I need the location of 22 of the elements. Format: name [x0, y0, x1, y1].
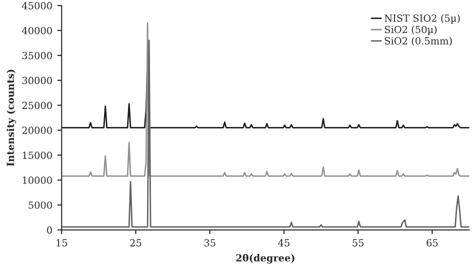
y-tick-label: 40000: [22, 26, 52, 34]
y-tick-label: 20000: [22, 126, 52, 134]
legend-label: SiO2 (0.5mm): [384, 36, 452, 46]
x-axis-title: 2θ(degree): [236, 254, 294, 264]
x-tick-label: 55: [352, 239, 364, 246]
line-series: [62, 22, 470, 177]
x-tick-label: 25: [130, 239, 142, 246]
legend-label: NIST SIO2 (5µ): [384, 14, 460, 24]
y-tick-label: 0: [47, 226, 52, 234]
x-tick-label: 65: [426, 239, 438, 246]
y-axis-title: Intensity (counts): [6, 70, 16, 166]
x-tick-label: 15: [56, 239, 68, 246]
y-tick-label: 5000: [28, 201, 52, 209]
x-tick-label: 35: [204, 239, 216, 246]
x-tick-label: 45: [278, 239, 290, 246]
y-tick-label: 25000: [22, 102, 52, 110]
legend-label: SiO2 (50µ): [384, 26, 437, 36]
y-tick-label: 15000: [22, 152, 52, 159]
y-tick-label: 35000: [22, 52, 52, 60]
y-tick-label: 10000: [22, 176, 52, 184]
y-tick-label: 45000: [22, 2, 52, 10]
y-tick-label: 30000: [22, 76, 52, 84]
